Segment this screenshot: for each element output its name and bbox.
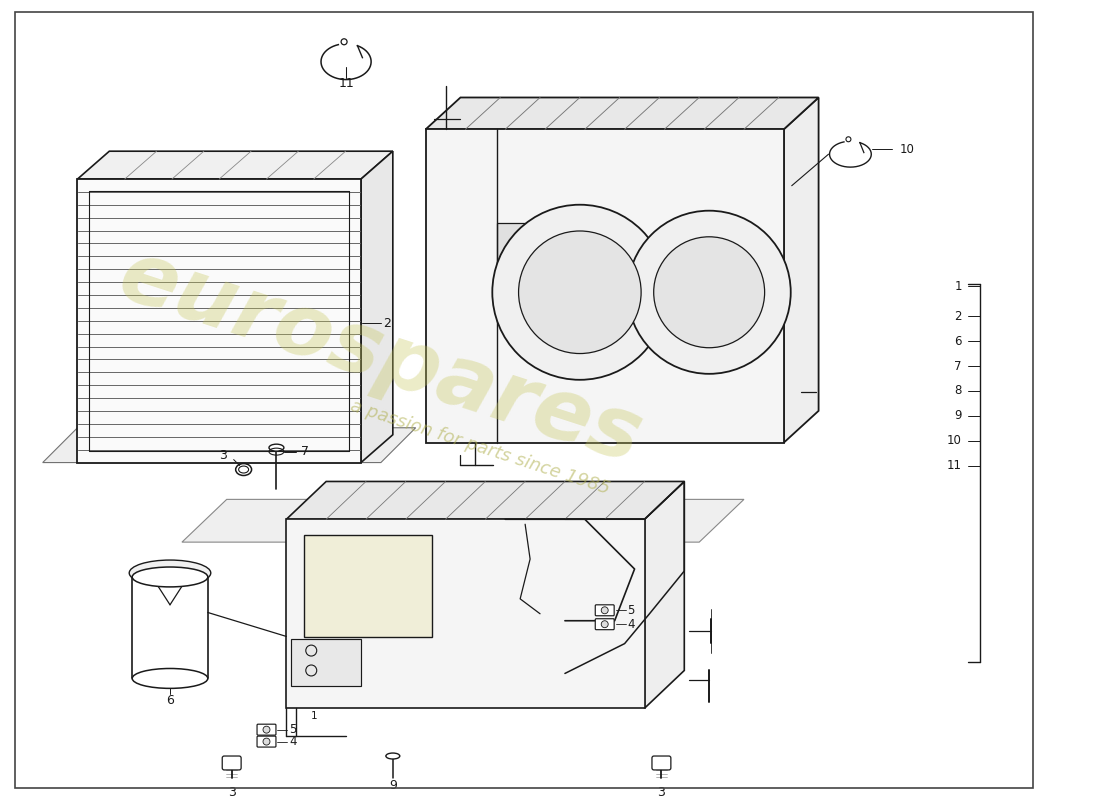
Text: 3: 3 (658, 786, 666, 799)
Polygon shape (497, 223, 530, 318)
Text: 5: 5 (628, 604, 635, 617)
Polygon shape (286, 519, 645, 708)
Circle shape (493, 205, 668, 380)
Polygon shape (426, 98, 818, 130)
Ellipse shape (129, 560, 211, 586)
FancyBboxPatch shape (257, 736, 276, 747)
Text: 4: 4 (628, 618, 635, 630)
Text: 2: 2 (383, 317, 390, 330)
Text: 6: 6 (166, 694, 174, 707)
Ellipse shape (132, 669, 208, 688)
FancyBboxPatch shape (222, 756, 241, 770)
Circle shape (653, 237, 764, 348)
Circle shape (602, 607, 608, 614)
Circle shape (628, 210, 791, 374)
Polygon shape (77, 179, 361, 462)
Polygon shape (361, 151, 393, 462)
FancyBboxPatch shape (652, 756, 671, 770)
Circle shape (518, 231, 641, 354)
Ellipse shape (270, 444, 284, 451)
Text: 10: 10 (947, 434, 961, 447)
Text: 9: 9 (955, 410, 961, 422)
Text: 9: 9 (389, 779, 397, 792)
Ellipse shape (386, 753, 399, 759)
Circle shape (263, 738, 270, 745)
Circle shape (263, 726, 270, 733)
Polygon shape (286, 482, 684, 519)
Ellipse shape (132, 567, 208, 587)
Text: a passion for parts since 1985: a passion for parts since 1985 (349, 397, 613, 498)
Text: 11: 11 (947, 459, 961, 472)
Text: 10: 10 (900, 142, 915, 156)
Polygon shape (182, 499, 744, 542)
FancyBboxPatch shape (595, 618, 614, 630)
Text: 2: 2 (955, 310, 961, 323)
Text: 7: 7 (301, 445, 309, 458)
Circle shape (602, 621, 608, 628)
Text: 5: 5 (289, 723, 297, 736)
Text: 1: 1 (311, 711, 318, 722)
Polygon shape (784, 98, 818, 442)
Text: 7: 7 (955, 359, 961, 373)
Polygon shape (43, 428, 416, 462)
Polygon shape (292, 638, 361, 686)
Polygon shape (77, 151, 393, 179)
FancyBboxPatch shape (257, 724, 276, 735)
Text: eurospares: eurospares (109, 234, 652, 482)
Polygon shape (645, 482, 684, 708)
Text: 4: 4 (289, 735, 297, 748)
Polygon shape (426, 130, 784, 442)
Text: 8: 8 (955, 385, 961, 398)
Text: 1: 1 (955, 280, 961, 293)
Text: 11: 11 (338, 77, 354, 90)
FancyBboxPatch shape (595, 605, 614, 616)
Text: 3: 3 (228, 786, 235, 799)
Text: 3: 3 (219, 449, 227, 462)
Bar (305, 535, 431, 637)
Text: 6: 6 (955, 334, 961, 348)
